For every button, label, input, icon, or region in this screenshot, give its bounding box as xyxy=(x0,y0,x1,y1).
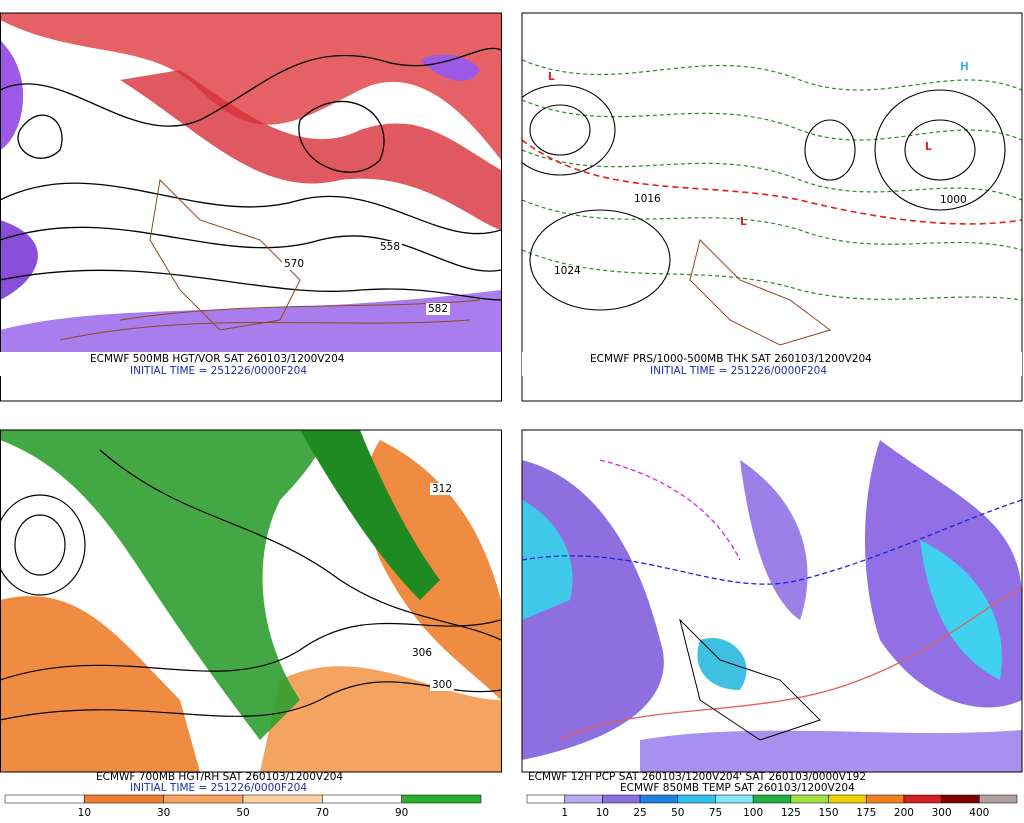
contour-label: 582 xyxy=(428,303,448,315)
colorbar-label: 125 xyxy=(781,807,801,819)
label-bg xyxy=(430,679,454,691)
colorbar-label: 50 xyxy=(671,807,684,819)
colorbar-segment xyxy=(903,794,942,804)
colorbar-segment xyxy=(639,794,679,804)
label-bg xyxy=(552,265,576,277)
colorbar-label: 150 xyxy=(819,807,839,819)
colorbar-label: 400 xyxy=(969,807,989,819)
colorbar-label: 10 xyxy=(78,807,91,819)
colorbar-segment xyxy=(564,794,603,804)
colorbar-label: 175 xyxy=(856,807,876,819)
contour-label: 306 xyxy=(412,647,432,659)
label-bg xyxy=(410,647,434,659)
colorbar-segment xyxy=(677,794,716,804)
colorbar-segment xyxy=(602,794,641,804)
colorbar-segment xyxy=(242,794,323,804)
svg-text:L: L xyxy=(925,141,932,153)
colorbar-segment xyxy=(715,794,754,804)
contour-label: 1024 xyxy=(554,265,581,277)
colorbar-label: 200 xyxy=(894,807,914,819)
map-500mb xyxy=(0,13,501,355)
colorbar-segment xyxy=(401,794,482,804)
panel-subtitle: INITIAL TIME = 251226/0000F204 xyxy=(130,782,307,794)
colorbar-segment xyxy=(979,794,1018,804)
label-bg xyxy=(938,194,962,206)
label-bg xyxy=(378,241,402,253)
colorbar-segment xyxy=(84,794,164,804)
colorbar-label: 1 xyxy=(561,807,568,819)
colorbar-label: 300 xyxy=(932,807,952,819)
colorbar-segment xyxy=(752,794,792,804)
map-700mb xyxy=(0,430,501,772)
svg-text:L: L xyxy=(740,216,747,228)
label-bg xyxy=(430,483,454,495)
contour-label: 558 xyxy=(380,241,400,253)
colorbar-label: 75 xyxy=(709,807,722,819)
map-pressure: L L L H xyxy=(522,13,1022,355)
panel-subtitle: INITIAL TIME = 251226/0000F204 xyxy=(130,365,307,377)
panel-title: ECMWF 500MB HGT/VOR SAT 260103/1200V204 xyxy=(90,353,345,365)
svg-text:H: H xyxy=(960,61,969,73)
colorbar-segment xyxy=(163,794,244,804)
colorbar-segment xyxy=(790,794,829,804)
label-bg xyxy=(632,193,656,205)
map-precip xyxy=(522,430,1022,772)
colorbar-label: 100 xyxy=(743,807,763,819)
svg-text:L: L xyxy=(548,71,555,83)
panel-subtitle: INITIAL TIME = 251226/0000F204 xyxy=(650,365,827,377)
colorbar-segment xyxy=(526,794,565,804)
panel-title: ECMWF 12H PCP SAT 260103/1200V204' SAT 2… xyxy=(528,771,866,783)
panel-title: ECMWF 700MB HGT/RH SAT 260103/1200V204 xyxy=(96,771,343,783)
colorbar-segment xyxy=(941,794,980,804)
label-bg xyxy=(282,258,306,270)
label-bg xyxy=(426,303,450,315)
colorbar-label: 90 xyxy=(395,807,408,819)
colorbar-label: 25 xyxy=(633,807,646,819)
panel-borders xyxy=(0,12,1023,773)
colorbar-segment xyxy=(4,794,85,804)
panel-subtitle: ECMWF 850MB TEMP SAT 260103/1200V204 xyxy=(620,782,855,794)
contour-label: 312 xyxy=(432,483,452,495)
contour-label: 300 xyxy=(432,679,452,691)
colorbar-label: 30 xyxy=(157,807,170,819)
colorbar-label: 70 xyxy=(316,807,329,819)
colorbar-label: 50 xyxy=(236,807,249,819)
colorbar-segment xyxy=(828,794,867,804)
colorbar-label: 10 xyxy=(596,807,609,819)
panel-title: ECMWF PRS/1000-500MB THK SAT 260103/1200… xyxy=(590,353,872,365)
contour-label: 1016 xyxy=(634,193,661,205)
contour-label: 1000 xyxy=(940,194,967,206)
colorbar-segment xyxy=(322,794,402,804)
colorbar-segment xyxy=(865,794,905,804)
contour-label: 570 xyxy=(284,258,304,270)
